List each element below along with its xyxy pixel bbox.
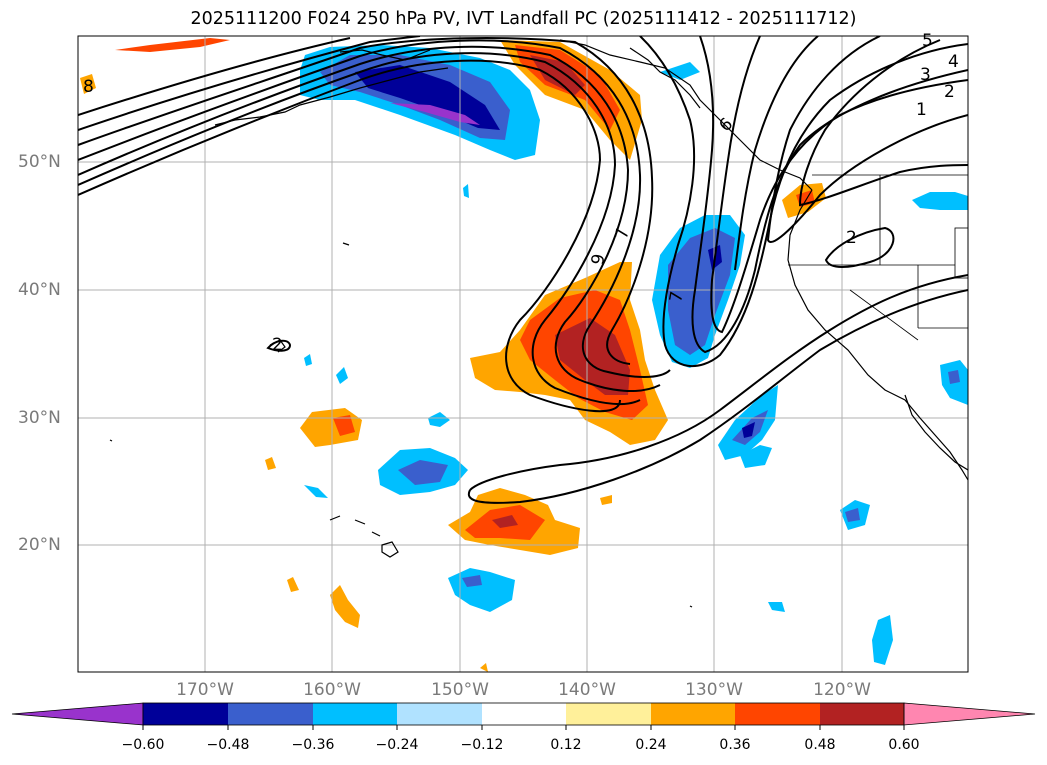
map-title: 2025111200 F024 250 hPa PV, IVT Landfall… <box>190 9 857 29</box>
colorbar-tick-label: 0.24 <box>635 737 667 753</box>
lon-label: 120°W <box>813 680 871 700</box>
lat-label: 30°N <box>18 408 61 428</box>
colorbar-bin <box>397 703 482 725</box>
colorbar-bin <box>143 703 228 725</box>
pv-negative-region <box>912 192 968 210</box>
contour-labels: 8 9 7 6 5 4 3 2 1 7 2 2 <box>83 31 959 355</box>
pv-positive-region <box>530 55 585 95</box>
contour-label: 2 <box>272 335 283 355</box>
colorbar <box>11 702 1036 730</box>
pv-negative-region <box>398 460 448 485</box>
colorbar-tick-label: 0.36 <box>719 737 751 753</box>
pv-positive-region <box>287 577 299 592</box>
lat-label: 20°N <box>18 535 61 555</box>
lon-label: 160°W <box>303 680 361 700</box>
pv-negative-region <box>428 412 450 427</box>
lon-label: 150°W <box>431 680 489 700</box>
lat-label: 40°N <box>18 280 61 300</box>
colorbar-max-arrow <box>903 702 1036 726</box>
contour-label: 4 <box>948 52 959 72</box>
contour-label: 2 <box>846 228 857 248</box>
pv-positive-region <box>600 495 612 505</box>
map-frame <box>77 35 969 673</box>
pv-positive-region <box>333 415 355 436</box>
colorbar-tick-label: −0.48 <box>206 737 250 753</box>
colorbar-tick-label: 0.12 <box>550 737 582 753</box>
colorbar-bin <box>820 703 904 725</box>
pv-negative-region <box>948 370 960 384</box>
contour-label: 9 <box>588 252 610 266</box>
colorbar-outline <box>142 702 905 726</box>
colorbar-bin <box>735 703 820 725</box>
contour-label: 2 <box>944 82 955 102</box>
contour-label: 7 <box>666 290 688 304</box>
pv-positive-region <box>480 663 488 672</box>
pv-negative-region <box>872 615 893 665</box>
pv-negative-region <box>390 103 480 125</box>
colorbar-bin <box>313 703 397 725</box>
contour-label: 5 <box>922 31 933 51</box>
contour-label: 1 <box>916 100 927 120</box>
pv-positive-region <box>555 318 630 395</box>
pv-negative-region <box>304 354 312 366</box>
colorbar-bin <box>228 703 313 725</box>
pv-negative-region <box>336 367 348 384</box>
pv-positive-region <box>330 585 360 628</box>
pv-negative-region <box>463 184 469 198</box>
pv-negative-region <box>355 65 500 130</box>
pv-negative-region <box>304 485 328 498</box>
pv-positive-region <box>265 457 276 470</box>
lon-label: 170°W <box>176 680 234 700</box>
colorbar-tick-label: −0.12 <box>460 737 504 753</box>
gridlines <box>78 36 968 672</box>
lon-label: 140°W <box>558 680 616 700</box>
pv-negative-region <box>740 445 772 468</box>
pv-negative-region <box>462 575 482 587</box>
colorbar-bin <box>651 703 735 725</box>
lat-label: 50°N <box>18 152 61 172</box>
contour-label: 8 <box>83 77 94 97</box>
colorbar-tick-label: 0.48 <box>804 737 836 753</box>
colorbar-tick-label: −0.60 <box>121 737 165 753</box>
ivt-contours <box>78 36 968 504</box>
colorbar-tick-label: −0.36 <box>291 737 335 753</box>
colorbar-tick-label: −0.24 <box>375 737 419 753</box>
lon-label: 130°W <box>685 680 743 700</box>
colorbar-bin <box>566 703 651 725</box>
pv-positive-region <box>115 38 230 52</box>
pv-positive-region <box>80 74 96 94</box>
colorbar-bin <box>482 703 566 725</box>
pv-positive-region <box>492 515 518 528</box>
pv-negative-region <box>742 422 755 438</box>
contour-label: 3 <box>920 65 931 85</box>
contour-label: 7 <box>612 227 634 241</box>
colorbar-min-arrow <box>11 702 144 726</box>
pv-negative-region <box>768 602 785 612</box>
pv-negative-region <box>845 508 860 522</box>
colorbar-tick-label: 0.60 <box>888 737 920 753</box>
